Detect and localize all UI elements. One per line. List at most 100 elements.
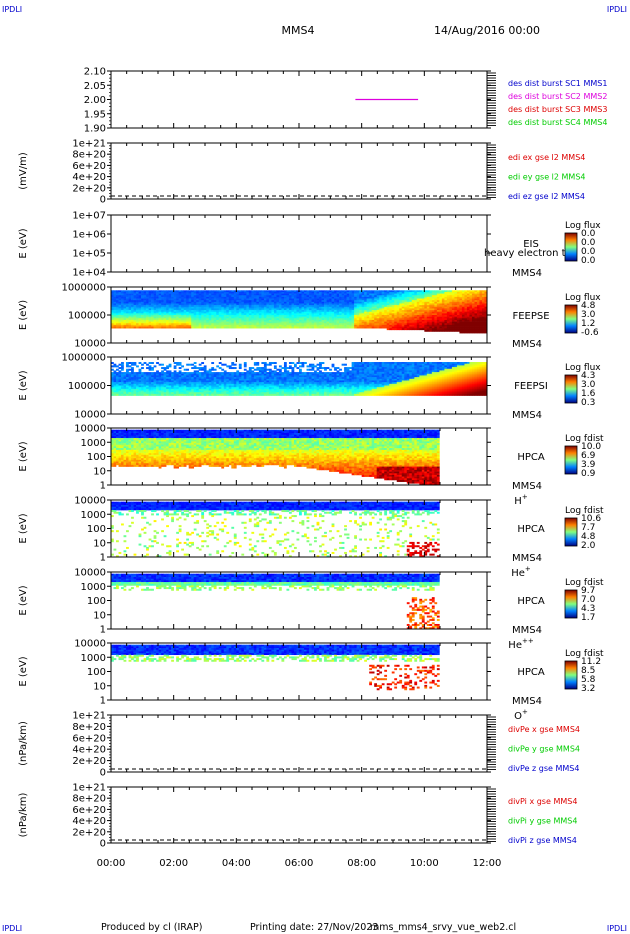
spectrogram-cell	[399, 313, 403, 316]
spectrogram-cell	[136, 315, 139, 317]
spectrogram-cell	[161, 296, 164, 299]
spectrogram-cell	[371, 303, 375, 306]
spectrogram-cell	[163, 382, 167, 385]
spectrogram-cell	[118, 290, 122, 293]
spectrogram-cell	[344, 308, 347, 311]
spectrogram-cell	[118, 319, 122, 322]
spectrogram-cell	[479, 290, 483, 293]
spectrogram-cell	[178, 378, 182, 381]
spectrogram-cell	[121, 290, 124, 293]
spectrogram-cell	[444, 318, 448, 321]
spectrogram-cell	[241, 300, 245, 303]
spectrogram-cell	[213, 301, 217, 304]
spectrogram-cell	[331, 301, 335, 304]
spectrogram-cell	[446, 315, 450, 317]
spectrogram-cell	[253, 375, 257, 378]
spectrogram-cell	[276, 293, 280, 296]
spectrogram-cell	[171, 372, 174, 375]
spectrogram-cell	[311, 291, 315, 294]
spectrogram-cell	[319, 298, 322, 301]
spectrogram-cell	[401, 303, 405, 306]
spectrogram-cell	[233, 375, 237, 378]
spectrogram-cell	[113, 323, 117, 326]
spectrogram-cell	[283, 290, 287, 293]
spectrogram-cell	[319, 306, 322, 309]
spectrogram-cell	[381, 318, 385, 321]
spectrogram-cell	[233, 301, 237, 304]
spectrogram-cell	[396, 321, 400, 324]
spectrogram-cell	[293, 298, 297, 301]
spectrogram-cell	[476, 305, 480, 308]
spectrogram-cell	[356, 315, 360, 317]
spectrogram-cell	[238, 310, 242, 313]
spectrogram-cell	[351, 303, 355, 306]
spectrogram-cell	[381, 300, 385, 303]
spectrogram-cell	[206, 319, 210, 322]
spectrogram-cell	[361, 303, 365, 306]
spectrogram-cell	[196, 392, 200, 395]
spectrogram-cell	[198, 311, 202, 314]
spectrogram-cell	[146, 367, 149, 370]
spectrogram-cell	[258, 313, 262, 316]
spectrogram-cell	[329, 323, 332, 326]
spectrogram-cell	[481, 301, 485, 304]
spectrogram-cell	[213, 372, 217, 375]
spectrogram-cell	[168, 383, 172, 386]
spectrogram-cell	[411, 305, 415, 308]
spectrogram-cell	[288, 296, 292, 299]
spectrogram-cell	[424, 305, 428, 308]
spectrogram-cell	[409, 303, 413, 306]
spectrogram-cell	[263, 393, 267, 396]
spectrogram-cell	[359, 301, 362, 304]
spectrogram-cell	[321, 293, 325, 296]
spectrogram-cell	[236, 303, 240, 306]
spectrogram-cell	[304, 296, 307, 299]
spectrogram-cell	[148, 372, 152, 375]
spectrogram-cell	[218, 385, 222, 388]
spectrogram-cell	[141, 393, 144, 396]
spectrogram-cell	[216, 310, 220, 313]
spectrogram-cell	[178, 324, 182, 327]
spectrogram-cell	[181, 301, 184, 304]
spectrogram-cell	[146, 388, 149, 391]
spectrogram-cell	[116, 365, 119, 368]
spectrogram-cell	[213, 382, 217, 385]
spectrogram-cell	[253, 372, 257, 375]
spectrogram-cell	[238, 324, 242, 327]
spectrogram-cell	[276, 306, 280, 309]
spectrogram-cell	[334, 291, 337, 294]
spectrogram-cell	[406, 296, 410, 299]
spectrogram-cell	[156, 318, 159, 321]
spectrogram-cell	[351, 298, 355, 301]
spectrogram-cell	[223, 313, 227, 316]
spectrogram-cell	[126, 301, 129, 304]
spectrogram-cell	[131, 303, 134, 306]
spectrogram-cell	[386, 313, 390, 316]
spectrogram-cell	[331, 306, 335, 309]
spectrogram-cell	[126, 326, 129, 329]
spectrogram-cell	[201, 311, 205, 314]
spectrogram-cell	[123, 326, 127, 329]
spectrogram-cell	[281, 295, 285, 298]
spectrogram-cell	[404, 301, 408, 304]
spectrogram-cell	[118, 303, 122, 306]
spectrogram-cell	[434, 303, 438, 306]
spectrogram-cell	[121, 293, 124, 296]
spectrogram-cell	[389, 291, 393, 294]
spectrogram-cell	[296, 296, 300, 299]
spectrogram-cell	[163, 308, 167, 311]
spectrogram-cell	[469, 298, 473, 301]
spectrogram-cell	[346, 293, 350, 296]
spectrogram-cell	[374, 306, 378, 309]
spectrogram-cell	[299, 311, 302, 314]
spectrogram-cell	[379, 326, 383, 329]
spectrogram-cell	[441, 310, 445, 313]
spectrogram-cell	[444, 321, 448, 324]
spectrogram-cell	[181, 373, 184, 376]
spectrogram-cell	[389, 306, 393, 309]
spectrogram-cell	[396, 291, 400, 294]
spectrogram-cell	[291, 324, 295, 327]
spectrogram-cell	[316, 293, 320, 296]
spectrogram-cell	[268, 387, 272, 390]
